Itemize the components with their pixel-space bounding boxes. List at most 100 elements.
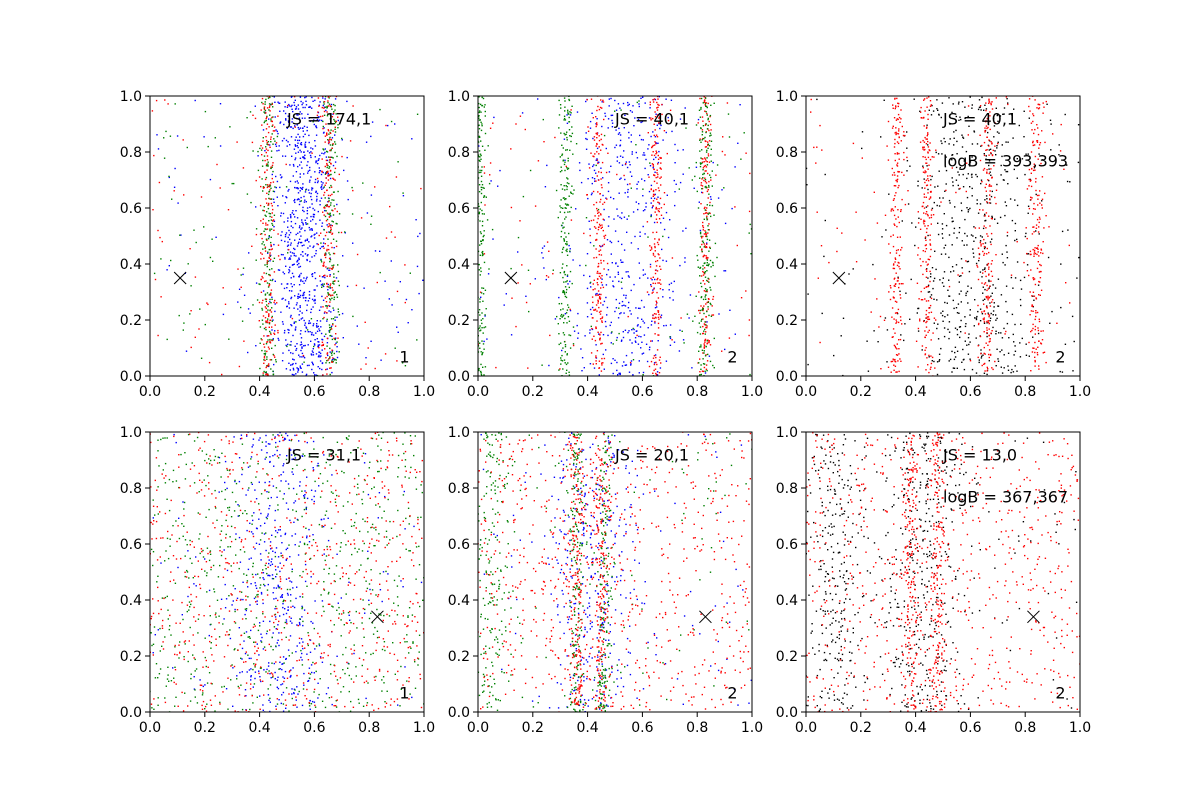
data-point	[893, 344, 896, 347]
data-point	[341, 312, 344, 315]
data-point	[674, 191, 676, 193]
data-point	[270, 187, 272, 189]
data-point	[1002, 179, 1005, 181]
data-point	[958, 231, 960, 234]
data-point	[973, 325, 975, 327]
data-point	[996, 183, 998, 186]
data-point	[652, 200, 655, 202]
data-point	[704, 146, 707, 148]
data-point	[267, 141, 270, 143]
data-point	[316, 338, 318, 340]
data-point	[706, 321, 708, 323]
data-point	[301, 127, 304, 129]
data-point	[396, 290, 399, 293]
data-point	[314, 145, 317, 147]
data-point	[900, 118, 902, 120]
data-point	[1038, 320, 1041, 323]
data-point	[655, 260, 657, 263]
data-point	[290, 277, 292, 279]
data-point	[259, 342, 261, 344]
data-point	[602, 218, 604, 220]
data-point	[704, 177, 706, 179]
data-point	[933, 201, 935, 204]
data-point	[299, 265, 302, 268]
x-tick-label: 0.2	[522, 384, 544, 400]
data-point	[890, 360, 892, 363]
data-point	[306, 217, 308, 219]
data-point	[237, 268, 239, 270]
data-point	[326, 166, 328, 169]
data-point	[958, 326, 961, 328]
data-point	[682, 339, 685, 341]
data-point	[710, 266, 712, 268]
data-point	[1034, 341, 1036, 344]
data-point	[599, 225, 601, 227]
data-point	[300, 341, 302, 343]
data-point	[402, 195, 405, 197]
data-point	[979, 159, 982, 162]
data-point	[984, 242, 987, 244]
data-point	[341, 155, 343, 158]
data-point	[169, 135, 172, 137]
data-point	[630, 289, 632, 292]
data-point	[1011, 219, 1014, 222]
data-point	[404, 301, 406, 304]
data-point	[547, 276, 550, 278]
data-point	[287, 343, 289, 346]
data-point	[560, 309, 562, 311]
data-point	[595, 239, 597, 241]
data-point	[270, 182, 272, 184]
data-point	[956, 350, 959, 352]
data-point	[334, 358, 336, 361]
data-point	[479, 347, 481, 349]
data-point	[308, 320, 310, 322]
data-point	[266, 365, 268, 367]
data-point	[896, 312, 899, 315]
data-point	[705, 290, 708, 292]
data-point	[262, 241, 264, 243]
data-point	[992, 368, 994, 371]
data-point	[311, 298, 314, 301]
data-point	[558, 343, 560, 346]
data-point	[310, 151, 312, 153]
data-point	[654, 111, 656, 113]
data-point	[324, 173, 327, 175]
data-point	[704, 288, 707, 290]
data-point	[173, 190, 175, 192]
data-point	[895, 283, 897, 285]
data-point	[683, 342, 685, 344]
data-point	[985, 109, 987, 112]
data-point	[668, 289, 670, 291]
data-point	[938, 170, 940, 172]
data-point	[708, 184, 710, 187]
data-point	[321, 295, 323, 298]
data-point	[1014, 239, 1016, 242]
data-point	[922, 165, 924, 167]
data-point	[478, 367, 480, 370]
data-point	[296, 145, 298, 147]
data-point	[928, 312, 930, 314]
data-point	[306, 304, 308, 306]
data-point	[327, 289, 329, 291]
data-point	[708, 145, 711, 147]
data-point	[917, 185, 919, 187]
data-point	[266, 262, 269, 264]
data-point	[577, 332, 580, 334]
data-point	[322, 148, 324, 150]
data-point	[569, 149, 571, 151]
data-point	[285, 265, 287, 267]
data-point	[920, 290, 922, 293]
data-point	[952, 103, 954, 105]
data-point	[595, 344, 597, 346]
data-point	[306, 259, 308, 262]
data-point	[658, 238, 660, 240]
data-point	[303, 319, 305, 322]
data-point	[709, 204, 711, 207]
data-point	[263, 327, 266, 330]
data-point	[595, 363, 597, 365]
data-point	[708, 239, 711, 241]
data-point	[926, 227, 928, 230]
data-point	[269, 144, 271, 146]
data-point	[569, 280, 571, 283]
data-point	[319, 200, 321, 202]
